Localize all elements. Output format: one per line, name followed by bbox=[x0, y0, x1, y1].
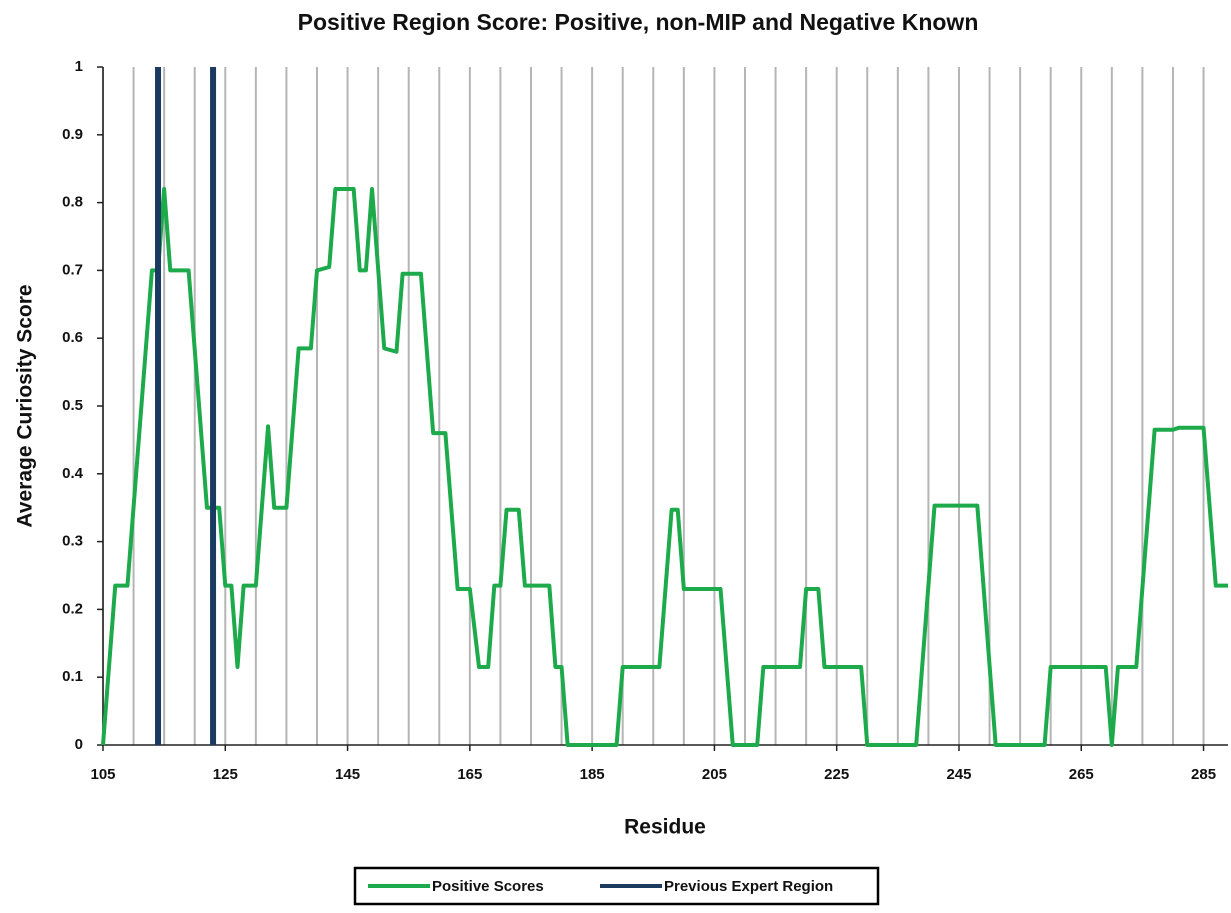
x-tick-label: 145 bbox=[335, 766, 360, 783]
y-tick-label: 1 bbox=[75, 58, 83, 75]
x-tick-label: 105 bbox=[90, 766, 115, 783]
legend-label: Positive Scores bbox=[432, 878, 544, 895]
x-axis-label: Residue bbox=[624, 816, 706, 839]
x-tick-label: 245 bbox=[946, 766, 971, 783]
y-tick-label: 0.1 bbox=[62, 668, 83, 685]
x-tick-label: 225 bbox=[824, 766, 849, 783]
series-line bbox=[101, 187, 1228, 747]
y-tick-label: 0.3 bbox=[62, 533, 83, 550]
y-tick-label: 0.8 bbox=[62, 194, 83, 211]
x-tick-label: 265 bbox=[1069, 766, 1094, 783]
legend-label: Previous Expert Region bbox=[664, 878, 833, 895]
chart-title: Positive Region Score: Positive, non-MIP… bbox=[298, 9, 979, 35]
x-tick-label: 125 bbox=[213, 766, 238, 783]
x-tick-label: 185 bbox=[580, 766, 605, 783]
y-axis-label: Average Curiosity Score bbox=[14, 284, 37, 527]
x-tick-label: 205 bbox=[702, 766, 727, 783]
y-tick-label: 0 bbox=[75, 736, 83, 753]
y-tick-label: 0.6 bbox=[62, 329, 83, 346]
y-tick-label: 0.9 bbox=[62, 126, 83, 143]
y-tick-label: 0.4 bbox=[62, 465, 84, 482]
x-tick-label: 165 bbox=[457, 766, 482, 783]
y-tick-label: 0.5 bbox=[62, 397, 83, 414]
y-tick-label: 0.2 bbox=[62, 600, 83, 617]
x-tick-label: 285 bbox=[1191, 766, 1216, 783]
series-line bbox=[155, 67, 217, 745]
y-tick-label: 0.7 bbox=[62, 261, 83, 278]
